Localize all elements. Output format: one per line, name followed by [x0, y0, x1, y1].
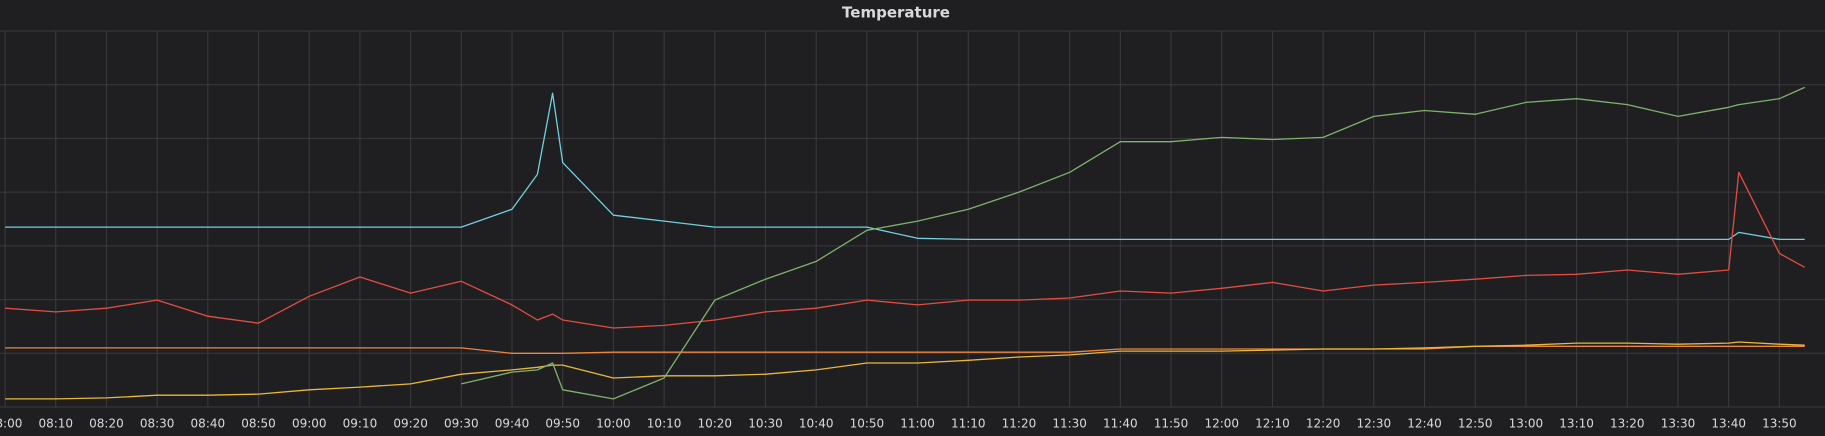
- x-tick-label: 08:50: [241, 417, 276, 431]
- x-tick-label: 11:20: [1002, 417, 1037, 431]
- x-tick-label: 09:10: [343, 417, 378, 431]
- x-tick-label: 08:10: [38, 417, 73, 431]
- x-tick-label: 10:40: [799, 417, 834, 431]
- x-tick-label: 11:30: [1052, 417, 1087, 431]
- x-tick-label: 09:20: [393, 417, 428, 431]
- x-tick-label: 08:00: [0, 417, 22, 431]
- x-tick-label: 08:30: [140, 417, 175, 431]
- series-line: [5, 92, 1805, 241]
- x-tick-label: 13:30: [1661, 417, 1696, 431]
- x-tick-label: 12:50: [1458, 417, 1493, 431]
- series-line: [5, 341, 1805, 400]
- x-tick-label: 12:00: [1204, 417, 1239, 431]
- x-tick-label: 13:10: [1559, 417, 1594, 431]
- x-tick-label: 12:30: [1357, 417, 1392, 431]
- chart-title: Temperature: [842, 4, 950, 22]
- x-tick-label: 09:00: [292, 417, 327, 431]
- series-line: [461, 86, 1805, 400]
- x-tick-label: 10:50: [850, 417, 885, 431]
- x-tick-label: 11:10: [951, 417, 986, 431]
- x-tick-label: 09:40: [495, 417, 530, 431]
- x-tick-label: 10:30: [748, 417, 783, 431]
- x-tick-label: 13:20: [1610, 417, 1645, 431]
- x-tick-label: 12:10: [1255, 417, 1290, 431]
- x-tick-label: 10:20: [697, 417, 732, 431]
- series-line: [5, 171, 1806, 329]
- x-tick-label: 13:50: [1762, 417, 1797, 431]
- x-tick-label: 09:50: [545, 417, 580, 431]
- x-tick-label: 09:30: [444, 417, 479, 431]
- x-tick-label: 13:00: [1509, 417, 1544, 431]
- x-tick-label: 12:20: [1306, 417, 1341, 431]
- x-tick-label: 10:00: [596, 417, 631, 431]
- x-tick-label: 13:40: [1711, 417, 1746, 431]
- x-tick-label: 10:10: [647, 417, 682, 431]
- x-tick-label: 08:40: [191, 417, 226, 431]
- series-line: [5, 345, 1805, 354]
- x-tick-label: 11:00: [900, 417, 935, 431]
- x-tick-label: 11:40: [1103, 417, 1138, 431]
- x-tick-label: 12:40: [1407, 417, 1442, 431]
- x-tick-label: 11:50: [1154, 417, 1189, 431]
- x-tick-label: 08:20: [89, 417, 124, 431]
